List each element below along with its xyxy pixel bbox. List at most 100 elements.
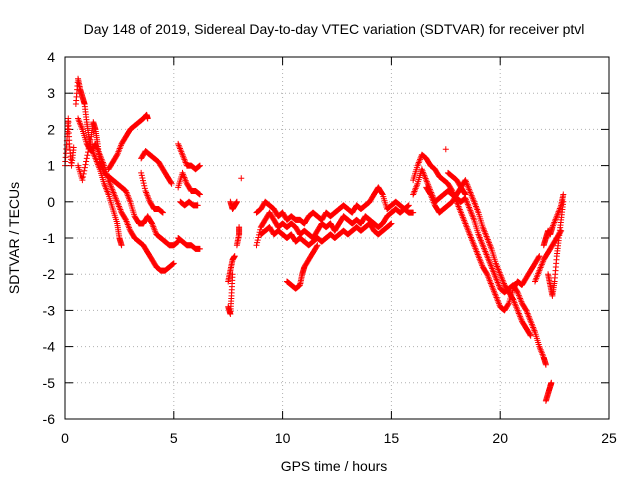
data-point (138, 169, 145, 176)
y-tick-label: 1 (47, 158, 55, 174)
data-point (548, 379, 555, 386)
data-point (535, 254, 542, 261)
data-point (254, 237, 261, 244)
data-point (387, 221, 394, 228)
data-point (195, 163, 202, 170)
chart-title: Day 148 of 2019, Sidereal Day-to-day VTE… (84, 21, 585, 37)
data-point (257, 226, 264, 233)
data-point (379, 190, 386, 197)
y-tick-label: -1 (43, 230, 56, 246)
data-point (169, 261, 176, 268)
data-point (168, 180, 175, 187)
data-point (461, 190, 468, 197)
data-point (405, 202, 412, 209)
data-point (505, 301, 512, 308)
data-point (196, 163, 203, 170)
data-point (509, 295, 516, 302)
x-tick-label: 15 (384, 430, 400, 446)
data-point (522, 306, 529, 313)
data-point (85, 149, 92, 156)
y-tick-label: -6 (43, 411, 56, 427)
data-point (426, 190, 433, 197)
data-point (173, 239, 180, 246)
data-point (404, 203, 411, 210)
x-tick-label: 5 (170, 430, 178, 446)
data-point (462, 191, 469, 198)
data-point (84, 152, 91, 159)
data-point (170, 260, 177, 267)
data-point (527, 332, 534, 339)
y-tick-label: -3 (43, 302, 56, 318)
data-point (233, 198, 240, 205)
data-point (542, 361, 549, 368)
data-point (560, 198, 567, 205)
data-point (83, 155, 90, 162)
data-point (513, 288, 520, 295)
y-tick-label: 3 (47, 85, 55, 101)
data-point (122, 215, 129, 222)
x-tick-labels: 0 5 10 15 20 25 (61, 430, 617, 446)
data-point (85, 146, 92, 153)
data-point (236, 224, 243, 231)
data-point (170, 260, 177, 267)
data-point (196, 191, 203, 198)
data-point (81, 167, 88, 174)
data-point (80, 173, 87, 180)
data-point (159, 209, 166, 216)
data-point (442, 146, 449, 153)
data-point (410, 209, 417, 216)
data-point (254, 239, 261, 246)
data-point (194, 202, 201, 209)
data-point (405, 202, 412, 209)
data-point (168, 179, 175, 186)
data-point (253, 242, 260, 249)
x-tick-label: 25 (601, 430, 617, 446)
y-tick-labels: -6 -5 -4 -3 -2 -1 0 1 2 3 4 (43, 49, 56, 427)
data-point (196, 162, 203, 169)
data-point (141, 182, 148, 189)
data-point (138, 172, 145, 179)
data-point (238, 175, 245, 182)
data-point (86, 139, 93, 146)
data-point (140, 177, 147, 184)
data-point (483, 270, 490, 277)
data-point (113, 152, 120, 159)
y-tick-label: 4 (47, 49, 55, 65)
data-point (118, 242, 125, 249)
x-tick-label: 20 (492, 430, 508, 446)
y-tick-label: 0 (47, 194, 55, 210)
y-tick-label: -4 (43, 339, 56, 355)
data-point (81, 164, 88, 171)
data-point (79, 177, 86, 184)
data-point (536, 253, 543, 260)
plot-frame (64, 56, 610, 420)
data-point (231, 253, 238, 260)
data-point (229, 271, 236, 278)
data-points (62, 75, 567, 404)
data-point (159, 209, 166, 216)
x-axis-label: GPS time / hours (281, 458, 388, 474)
y-axis-label: SDTVAR / TECUs (6, 182, 22, 294)
data-point (141, 185, 148, 192)
data-point (83, 158, 90, 165)
data-point (80, 170, 87, 177)
data-point (196, 245, 203, 252)
x-tick-label: 10 (275, 430, 291, 446)
data-point (387, 221, 394, 228)
y-tick-label: -5 (43, 375, 56, 391)
data-point (313, 243, 320, 250)
data-point (388, 220, 395, 227)
data-point (86, 142, 93, 149)
data-point (148, 219, 155, 226)
data-point (255, 234, 262, 241)
data-point (560, 191, 567, 198)
data-point (144, 115, 151, 122)
y-tick-label: -2 (43, 266, 56, 282)
data-point (314, 242, 321, 249)
data-point (527, 331, 534, 338)
data-point (140, 180, 147, 187)
x-tick-label: 0 (61, 430, 69, 446)
data-point (82, 161, 89, 168)
y-tick-label: 2 (47, 121, 55, 137)
